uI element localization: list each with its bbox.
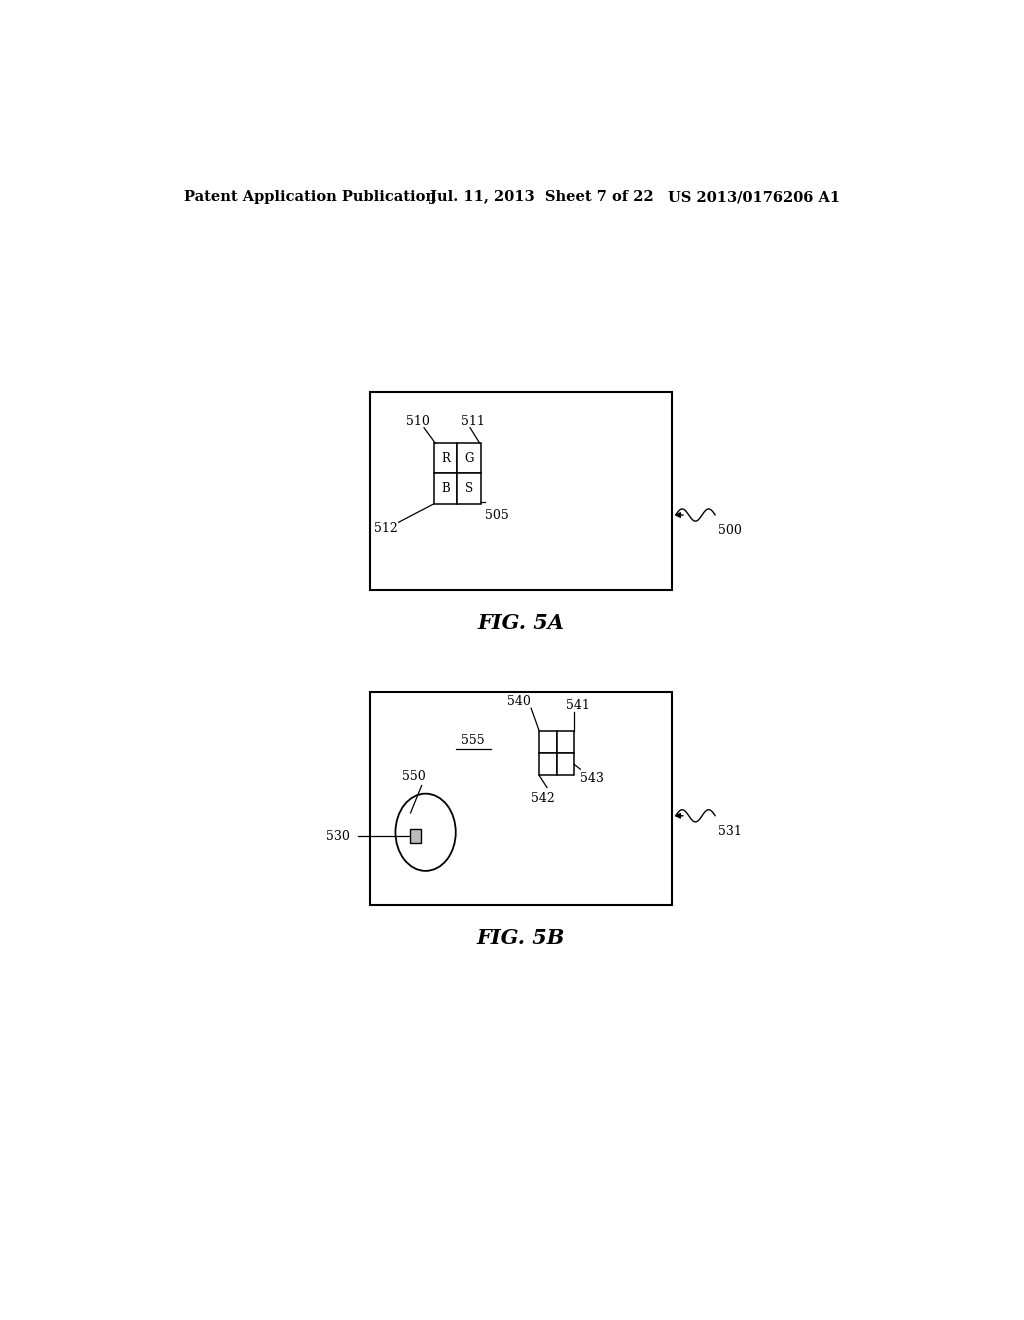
Bar (370, 692, 672, 906)
Text: 505: 505 (485, 510, 509, 521)
Bar (458, 474, 481, 504)
Bar (557, 752, 574, 775)
Text: 512: 512 (374, 523, 397, 536)
Text: US 2013/0176206 A1: US 2013/0176206 A1 (668, 190, 840, 205)
Text: 543: 543 (581, 772, 604, 785)
Text: Patent Application Publication: Patent Application Publication (183, 190, 435, 205)
Text: 511: 511 (461, 414, 485, 428)
Bar (410, 829, 421, 843)
Bar (539, 752, 557, 775)
Bar (539, 731, 557, 752)
Text: Jul. 11, 2013  Sheet 7 of 22: Jul. 11, 2013 Sheet 7 of 22 (430, 190, 653, 205)
Text: R: R (441, 451, 450, 465)
Text: 531: 531 (718, 825, 741, 838)
Text: 530: 530 (327, 830, 350, 843)
Text: 510: 510 (406, 414, 430, 428)
Text: 555: 555 (462, 734, 485, 747)
Text: 542: 542 (531, 792, 555, 805)
Text: 550: 550 (401, 771, 426, 784)
Text: 541: 541 (566, 700, 590, 713)
Bar (433, 474, 458, 504)
Bar (557, 731, 574, 752)
Text: 540: 540 (507, 696, 531, 709)
Text: G: G (465, 451, 474, 465)
Bar (458, 444, 481, 474)
Text: FIG. 5B: FIG. 5B (476, 928, 565, 948)
Bar (370, 392, 672, 590)
Text: 500: 500 (718, 524, 741, 537)
Text: B: B (441, 482, 450, 495)
Bar (433, 444, 458, 474)
Text: S: S (465, 482, 473, 495)
Text: FIG. 5A: FIG. 5A (477, 612, 564, 632)
